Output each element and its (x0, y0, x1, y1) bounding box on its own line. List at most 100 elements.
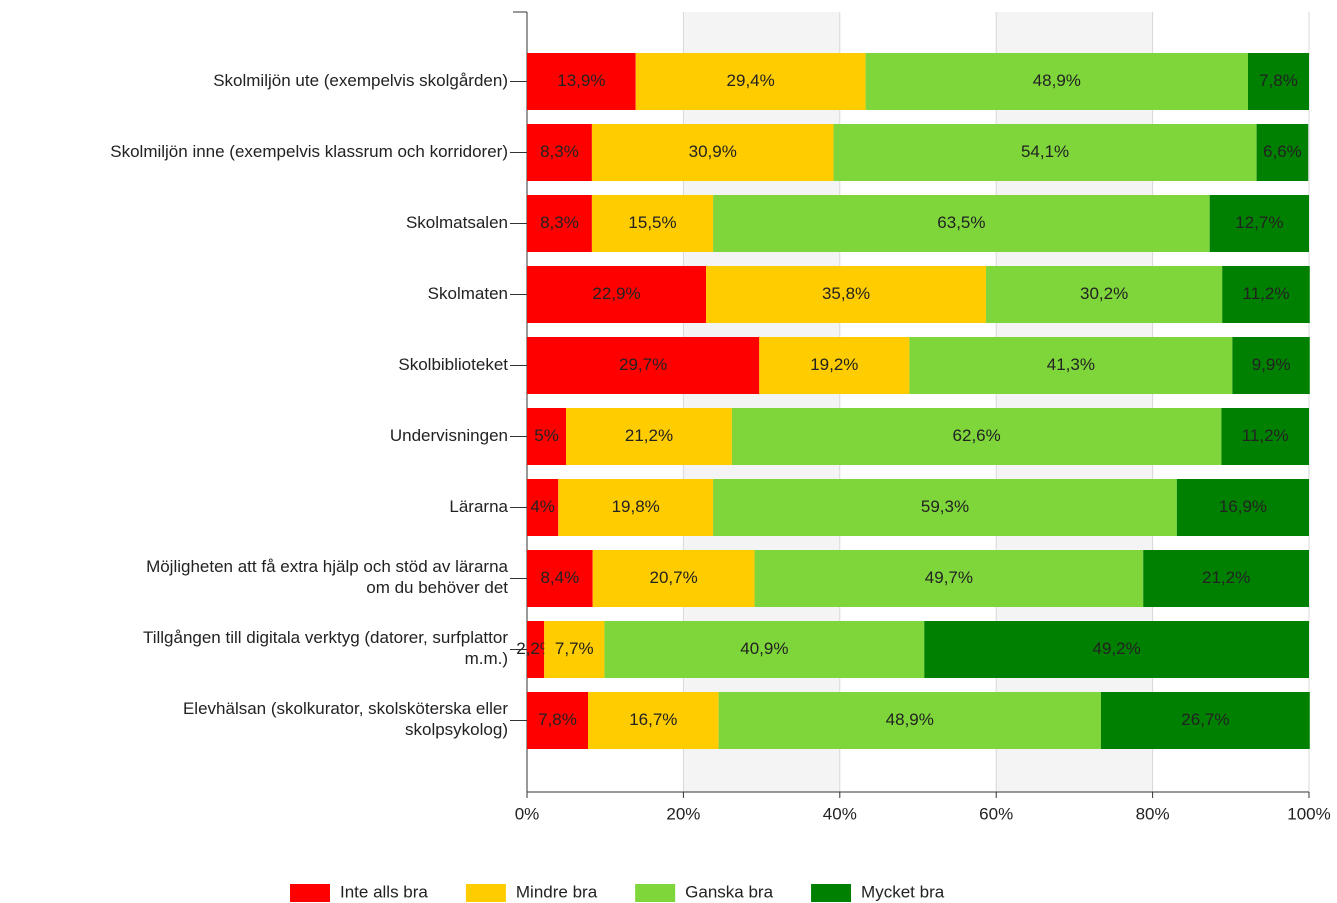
bar-segment (713, 479, 1177, 536)
bar-segment (909, 337, 1233, 394)
data-label: 8,3% (540, 213, 579, 232)
legend-swatch (290, 884, 330, 902)
bar-segment (754, 550, 1144, 607)
legend: Inte alls bra Mindre bra Ganska bra Mycket … (290, 882, 945, 902)
bar-segment (566, 408, 732, 465)
x-tick-label: 0% (515, 804, 540, 823)
legend-label: Mindre bra (516, 882, 598, 901)
bar-segment (527, 195, 592, 252)
bar-segment (587, 692, 719, 749)
data-label: 20,7% (650, 568, 698, 587)
bar-segment (924, 621, 1309, 678)
y-tick-label: Tillgången till digitala verktyg (datore… (143, 628, 508, 668)
y-tick-label: Möjligheten att få extra hjälp och stöd … (146, 557, 508, 597)
bar-segment (1222, 266, 1310, 323)
data-label: 63,5% (937, 213, 985, 232)
data-label: 54,1% (1021, 142, 1069, 161)
bar-segment (713, 195, 1210, 252)
data-label: 30,9% (689, 142, 737, 161)
data-label: 49,7% (925, 568, 973, 587)
data-label: 4% (530, 497, 555, 516)
data-label: 12,7% (1235, 213, 1283, 232)
data-label: 11,2% (1243, 284, 1290, 303)
data-label: 48,9% (1033, 71, 1081, 90)
bar-segment (527, 692, 588, 749)
data-label: 8,3% (540, 142, 579, 161)
data-label: 9,9% (1252, 355, 1291, 374)
data-label: 59,3% (921, 497, 969, 516)
data-label: 62,6% (953, 426, 1001, 445)
bar-segment (527, 124, 592, 181)
bar-segment (591, 124, 834, 181)
bar-segment (731, 408, 1222, 465)
data-label: 21,2% (1202, 568, 1250, 587)
bar-segment (527, 479, 559, 536)
data-label: 26,7% (1181, 710, 1229, 729)
data-label: 21,2% (625, 426, 673, 445)
y-tick-label: Skolmatsalen (406, 213, 508, 232)
x-tick-label: 100% (1287, 804, 1330, 823)
bar-segment (558, 479, 714, 536)
bar-segment (592, 550, 755, 607)
y-tick-label: Skolmaten (428, 284, 508, 303)
bar-segment (544, 621, 605, 678)
y-tick-label: Skolmiljön inne (exempelvis klassrum och… (110, 142, 508, 161)
legend-swatch (811, 884, 852, 902)
data-label: 7,7% (555, 639, 594, 658)
legend-swatch (635, 884, 676, 902)
data-label: 11,2% (1242, 426, 1289, 445)
bar-segment (527, 53, 636, 110)
data-label: 40,9% (740, 639, 788, 658)
bar-segment (718, 692, 1101, 749)
data-label: 7,8% (538, 710, 577, 729)
y-tick-label: Skolmiljön ute (exempelvis skolgården) (213, 71, 508, 90)
data-label: 16,7% (629, 710, 677, 729)
bar-segment (865, 53, 1249, 110)
bar-segment (527, 550, 593, 607)
data-label: 30,2% (1080, 284, 1128, 303)
data-label: 29,7% (619, 355, 667, 374)
bar-segment (1176, 479, 1309, 536)
data-label: 19,2% (810, 355, 858, 374)
legend-label: Mycket bra (861, 882, 945, 901)
data-label: 29,4% (727, 71, 775, 90)
bar-segment (527, 621, 545, 678)
data-label: 5% (534, 426, 559, 445)
legend-label: Ganska bra (685, 882, 773, 901)
data-label: 16,9% (1219, 497, 1267, 516)
x-tick-label: 40% (823, 804, 857, 823)
bar-segment (986, 266, 1223, 323)
bar-segment (706, 266, 987, 323)
y-tick-label: Elevhälsan (skolkurator, skolsköterska e… (183, 699, 508, 739)
data-label: 19,8% (612, 497, 660, 516)
x-tick-label: 80% (1136, 804, 1170, 823)
bar-segment (1256, 124, 1309, 181)
bar-segment (833, 124, 1257, 181)
bar-segment (1221, 408, 1309, 465)
bar-segment (759, 337, 910, 394)
bar-segment (527, 337, 760, 394)
bar-segment (527, 266, 707, 323)
data-label: 41,3% (1047, 355, 1095, 374)
data-label: 8,4% (540, 568, 579, 587)
y-tick-label: Skolbiblioteket (398, 355, 508, 374)
data-label: 15,5% (628, 213, 676, 232)
bar-segment (591, 195, 714, 252)
y-tick-label: Undervisningen (390, 426, 508, 445)
bar-segment (604, 621, 925, 678)
y-tick-label: Lärarna (449, 497, 508, 516)
data-label: 6,6% (1263, 142, 1302, 161)
bar-segment (1100, 692, 1310, 749)
data-label: 35,8% (822, 284, 870, 303)
data-label: 49,2% (1093, 639, 1141, 658)
data-label: 7,8% (1259, 71, 1298, 90)
bar-segment (635, 53, 866, 110)
data-label: 13,9% (557, 71, 605, 90)
bar-segment (1143, 550, 1309, 607)
legend-label: Inte alls bra (340, 882, 428, 901)
bar-segment (527, 408, 567, 465)
legend-swatch (465, 884, 506, 902)
x-tick-label: 20% (666, 804, 700, 823)
bar-segment (1248, 53, 1309, 110)
